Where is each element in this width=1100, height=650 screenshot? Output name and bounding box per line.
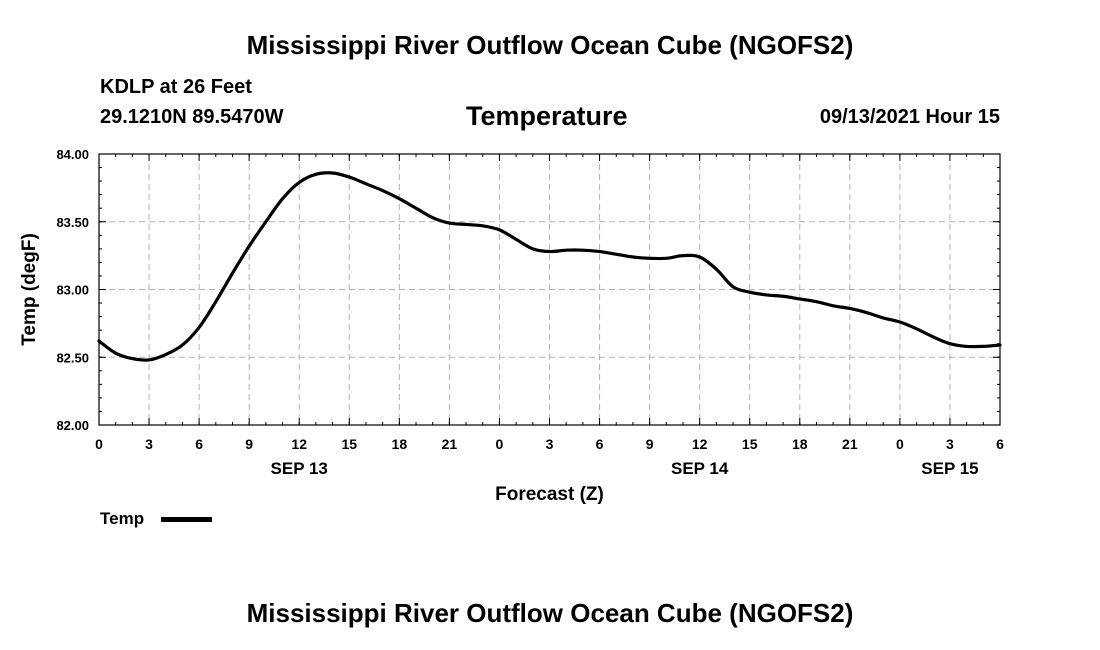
- date-label: SEP 13: [271, 459, 328, 478]
- legend-label: Temp: [100, 509, 145, 528]
- x-tick-label: 18: [392, 436, 408, 452]
- x-tick-label: 0: [95, 436, 103, 452]
- series-line-temp: [97, 171, 1002, 362]
- y-axis-title: Temp (degF): [19, 233, 40, 346]
- x-tick-label: 0: [496, 436, 504, 452]
- y-tick-label: 82.00: [56, 418, 89, 433]
- x-tick-label: 6: [195, 436, 203, 452]
- variable-title: Temperature: [466, 101, 628, 131]
- x-tick-label: 3: [946, 436, 954, 452]
- x-tick-label: 15: [742, 436, 758, 452]
- y-tick-label: 83.50: [56, 215, 89, 230]
- x-tick-label: 12: [692, 436, 708, 452]
- date-label: SEP 14: [671, 459, 729, 478]
- y-tick-label: 84.00: [56, 147, 89, 162]
- x-tick-label: 15: [341, 436, 357, 452]
- station-label: KDLP at 26 Feet: [100, 76, 252, 98]
- date-label: SEP 15: [921, 459, 978, 478]
- footer-title: Mississippi River Outflow Ocean Cube (NG…: [246, 598, 854, 628]
- main-title: Mississippi River Outflow Ocean Cube (NG…: [246, 30, 854, 60]
- x-tick-label: 9: [245, 436, 253, 452]
- coordinates-label: 29.1210N 89.5470W: [100, 106, 284, 128]
- forecast-datetime: 09/13/2021 Hour 15: [819, 106, 1000, 128]
- x-tick-label: 9: [646, 436, 654, 452]
- x-tick-label: 18: [792, 436, 808, 452]
- plot-frame: [98, 153, 1001, 426]
- x-tick-label: 6: [996, 436, 1004, 452]
- y-tick-label: 83.00: [56, 283, 89, 298]
- x-tick-label: 12: [291, 436, 307, 452]
- x-tick-label: 3: [546, 436, 554, 452]
- x-tick-label: 3: [145, 436, 153, 452]
- x-tick-label: 21: [442, 436, 458, 452]
- y-tick-label: 82.50: [56, 350, 89, 365]
- legend-swatch: [161, 517, 212, 522]
- x-tick-label: 21: [842, 436, 858, 452]
- x-tick-label: 6: [596, 436, 604, 452]
- x-tick-label: 0: [896, 436, 904, 452]
- x-axis-title: Forecast (Z): [495, 484, 604, 505]
